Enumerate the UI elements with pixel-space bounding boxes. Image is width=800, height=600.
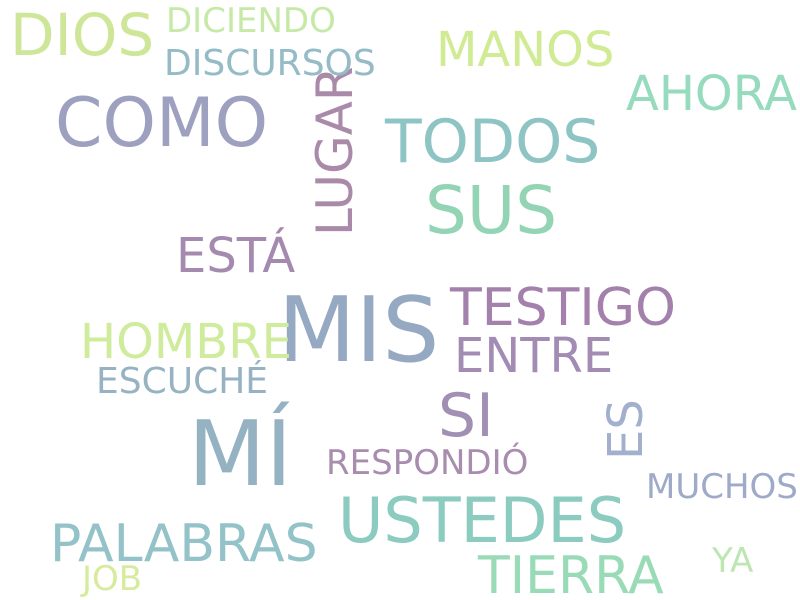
word-respondio: RESPONDIÓ	[326, 443, 529, 483]
word-ya: YA	[712, 541, 754, 581]
word-mi: MÍ	[188, 402, 293, 507]
word-entre: ENTRE	[454, 328, 614, 384]
word-lugar: LUGAR	[306, 66, 364, 236]
word-diciendo: DICIENDO	[166, 1, 336, 41]
word-esta: ESTÁ	[176, 228, 296, 284]
word-hombre: HOMBRE	[80, 314, 292, 370]
word-job: JOB	[82, 559, 143, 599]
word-todos: TODOS	[385, 107, 601, 177]
word-ahora: AHORA	[626, 66, 797, 122]
word-como: COMO	[55, 84, 269, 163]
word-sus: SUS	[425, 172, 558, 249]
word-es: ES	[598, 399, 654, 460]
word-mis: MIS	[278, 278, 440, 383]
word-dios: DIOS	[10, 1, 155, 69]
word-si: SI	[438, 381, 494, 451]
word-palabras: PALABRAS	[50, 514, 318, 574]
word-muchos: MUCHOS	[646, 467, 798, 507]
word-discursos: DISCURSOS	[164, 43, 376, 84]
word-escuche: ESCUCHÉ	[96, 361, 269, 402]
word-manos: MANOS	[436, 22, 615, 78]
word-testigo: TESTIGO	[450, 278, 676, 338]
word-ustedes: USTEDES	[338, 484, 627, 557]
word-tierra: TIERRA	[478, 546, 664, 600]
